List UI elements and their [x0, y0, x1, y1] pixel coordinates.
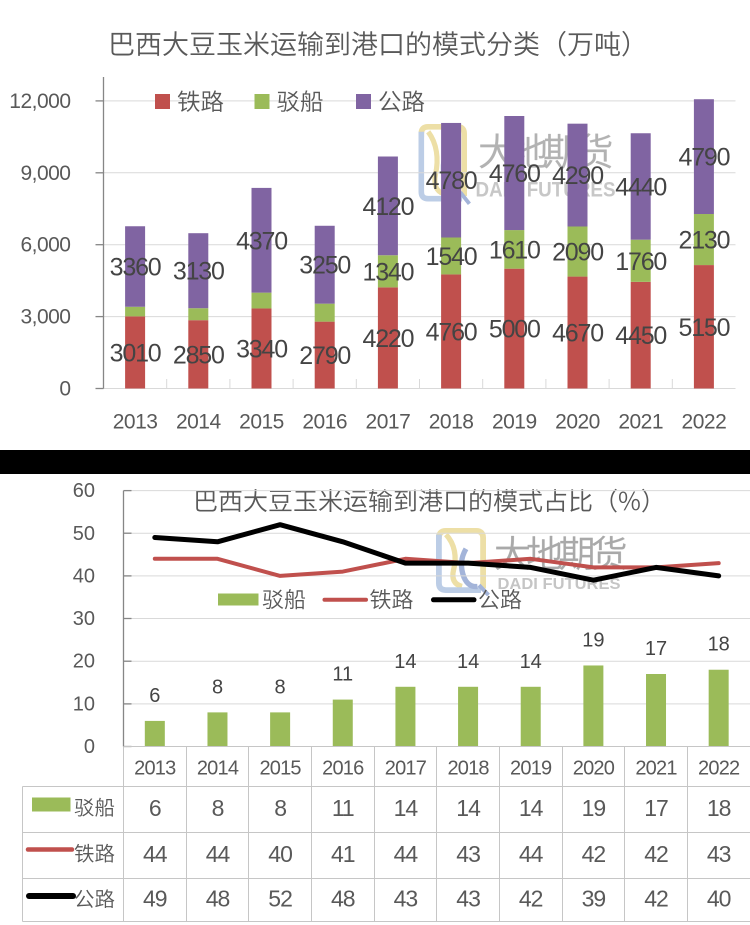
svg-text:2790: 2790: [299, 342, 350, 370]
svg-text:2013: 2013: [113, 411, 158, 434]
svg-text:43: 43: [456, 841, 480, 867]
svg-text:42: 42: [582, 841, 606, 867]
svg-text:2021: 2021: [635, 757, 677, 779]
svg-text:6: 6: [149, 685, 160, 707]
svg-text:42: 42: [644, 886, 668, 912]
svg-text:0: 0: [59, 378, 70, 401]
svg-text:42: 42: [519, 886, 543, 912]
svg-text:20: 20: [73, 651, 95, 673]
svg-text:0: 0: [84, 736, 95, 758]
svg-text:2022: 2022: [698, 757, 740, 779]
svg-text:60: 60: [73, 480, 95, 502]
svg-text:2015: 2015: [259, 757, 301, 779]
svg-text:43: 43: [456, 886, 480, 912]
svg-text:4450: 4450: [615, 322, 666, 350]
svg-text:19: 19: [582, 630, 604, 652]
svg-text:8: 8: [275, 676, 286, 698]
svg-text:2016: 2016: [322, 757, 364, 779]
svg-text:1610: 1610: [489, 236, 540, 264]
svg-text:8: 8: [212, 795, 224, 821]
svg-text:14: 14: [394, 651, 416, 673]
svg-text:4290: 4290: [552, 162, 603, 190]
svg-text:2018: 2018: [447, 757, 489, 779]
svg-text:49: 49: [143, 886, 167, 912]
svg-text:44: 44: [206, 841, 231, 867]
svg-text:2850: 2850: [173, 341, 224, 369]
svg-text:1540: 1540: [426, 243, 477, 271]
svg-text:2130: 2130: [678, 227, 729, 255]
svg-text:52: 52: [268, 886, 292, 912]
svg-text:40: 40: [73, 565, 95, 587]
svg-text:4760: 4760: [489, 160, 540, 188]
svg-text:30: 30: [73, 608, 95, 630]
svg-text:9,000: 9,000: [20, 162, 70, 185]
svg-text:41: 41: [331, 841, 355, 867]
svg-text:2016: 2016: [302, 411, 347, 434]
svg-text:17: 17: [644, 795, 668, 821]
svg-text:1340: 1340: [362, 258, 413, 286]
svg-text:3130: 3130: [173, 258, 224, 286]
svg-text:44: 44: [143, 841, 168, 867]
svg-text:17: 17: [645, 638, 667, 660]
svg-text:6,000: 6,000: [20, 234, 70, 257]
svg-text:4760: 4760: [426, 319, 477, 347]
svg-text:3010: 3010: [110, 339, 161, 367]
svg-text:12,000: 12,000: [9, 90, 70, 113]
svg-text:44: 44: [519, 841, 544, 867]
svg-text:4220: 4220: [362, 325, 413, 353]
svg-text:2019: 2019: [492, 411, 537, 434]
svg-text:3360: 3360: [110, 254, 161, 282]
svg-text:2020: 2020: [555, 411, 600, 434]
svg-text:4790: 4790: [678, 144, 729, 172]
svg-text:2017: 2017: [366, 411, 411, 434]
svg-text:18: 18: [708, 634, 730, 656]
svg-text:2013: 2013: [134, 757, 176, 779]
svg-text:8: 8: [274, 795, 286, 821]
svg-text:48: 48: [331, 886, 355, 912]
svg-text:5150: 5150: [678, 314, 729, 342]
svg-text:14: 14: [519, 795, 544, 821]
svg-text:2014: 2014: [197, 757, 239, 779]
svg-text:14: 14: [457, 651, 479, 673]
svg-text:42: 42: [644, 841, 668, 867]
svg-text:40: 40: [268, 841, 292, 867]
svg-text:11: 11: [332, 664, 353, 686]
svg-text:2019: 2019: [510, 757, 552, 779]
svg-text:4370: 4370: [236, 227, 287, 255]
svg-text:4440: 4440: [615, 174, 666, 202]
svg-text:39: 39: [582, 886, 606, 912]
svg-text:40: 40: [707, 886, 731, 912]
svg-text:14: 14: [520, 651, 542, 673]
svg-text:2018: 2018: [429, 411, 474, 434]
svg-text:3250: 3250: [299, 252, 350, 280]
svg-text:5000: 5000: [489, 316, 540, 344]
svg-text:8: 8: [212, 676, 223, 698]
svg-text:50: 50: [73, 523, 95, 545]
svg-text:43: 43: [394, 886, 418, 912]
svg-text:2090: 2090: [552, 239, 603, 267]
svg-text:3,000: 3,000: [20, 306, 70, 329]
svg-text:2021: 2021: [618, 411, 663, 434]
svg-text:44: 44: [394, 841, 419, 867]
svg-text:2020: 2020: [573, 757, 615, 779]
svg-text:43: 43: [707, 841, 731, 867]
svg-text:1760: 1760: [615, 248, 666, 276]
svg-text:2014: 2014: [176, 411, 222, 434]
svg-text:4120: 4120: [362, 193, 413, 221]
svg-text:19: 19: [582, 795, 606, 821]
svg-text:3340: 3340: [236, 336, 287, 364]
svg-text:14: 14: [456, 795, 481, 821]
svg-text:10: 10: [73, 693, 95, 715]
svg-text:6: 6: [149, 795, 161, 821]
svg-text:4780: 4780: [426, 167, 477, 195]
svg-text:14: 14: [394, 795, 419, 821]
svg-text:48: 48: [206, 886, 230, 912]
svg-text:2022: 2022: [682, 411, 727, 434]
svg-text:4670: 4670: [552, 320, 603, 348]
svg-text:11: 11: [332, 795, 354, 821]
svg-text:2015: 2015: [239, 411, 284, 434]
svg-text:2017: 2017: [385, 757, 427, 779]
svg-text:18: 18: [707, 795, 731, 821]
